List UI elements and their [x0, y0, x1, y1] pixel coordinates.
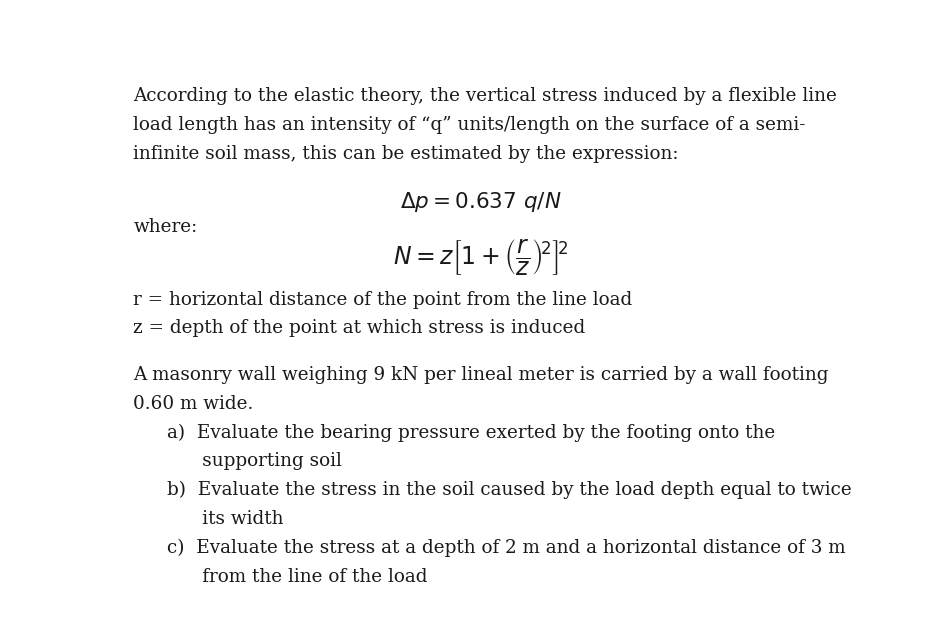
Text: from the line of the load: from the line of the load: [167, 568, 427, 586]
Text: supporting soil: supporting soil: [167, 452, 341, 470]
Text: b)  Evaluate the stress in the soil caused by the load depth equal to twice: b) Evaluate the stress in the soil cause…: [167, 481, 852, 499]
Text: its width: its width: [167, 510, 283, 528]
Text: $\Delta p = 0.637\ q/N$: $\Delta p = 0.637\ q/N$: [400, 189, 562, 214]
Text: r = horizontal distance of the point from the line load: r = horizontal distance of the point fro…: [133, 291, 632, 309]
Text: where:: where:: [133, 218, 198, 236]
Text: A masonry wall weighing 9 kN per lineal meter is carried by a wall footing: A masonry wall weighing 9 kN per lineal …: [133, 366, 829, 384]
Text: According to the elastic theory, the vertical stress induced by a flexible line: According to the elastic theory, the ver…: [133, 87, 837, 105]
Text: 0.60 m wide.: 0.60 m wide.: [133, 394, 253, 412]
Text: load length has an intensity of “q” units/length on the surface of a semi-: load length has an intensity of “q” unit…: [133, 116, 806, 134]
Text: $N = z\left[1 + \left(\dfrac{r}{z}\right)^{\!2}\right]^{\!2}$: $N = z\left[1 + \left(\dfrac{r}{z}\right…: [393, 237, 568, 277]
Text: z = depth of the point at which stress is induced: z = depth of the point at which stress i…: [133, 319, 585, 338]
Text: a)  Evaluate the bearing pressure exerted by the footing onto the: a) Evaluate the bearing pressure exerted…: [167, 423, 775, 442]
Text: infinite soil mass, this can be estimated by the expression:: infinite soil mass, this can be estimate…: [133, 145, 679, 162]
Text: c)  Evaluate the stress at a depth of 2 m and a horizontal distance of 3 m: c) Evaluate the stress at a depth of 2 m…: [167, 539, 845, 557]
